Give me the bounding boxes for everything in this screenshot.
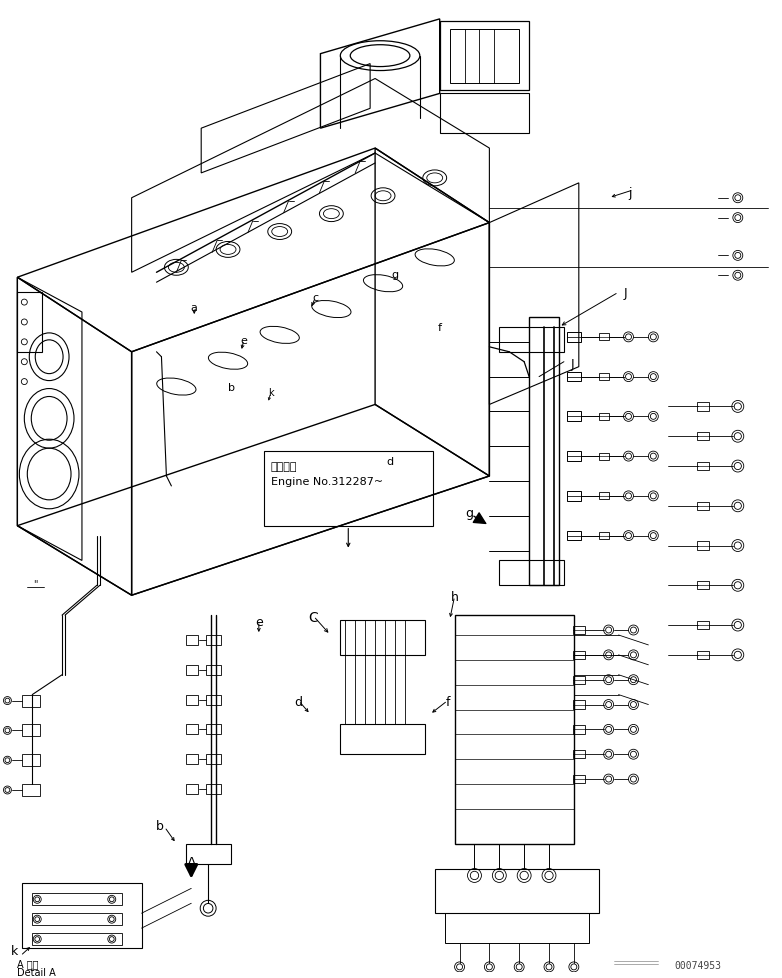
Text: A: A bbox=[187, 855, 196, 868]
Bar bbox=[206, 754, 221, 765]
Bar bbox=[567, 531, 581, 541]
Bar bbox=[340, 620, 425, 655]
Bar bbox=[599, 334, 608, 341]
Bar bbox=[206, 784, 221, 794]
Bar bbox=[697, 542, 709, 551]
Text: d: d bbox=[295, 695, 303, 708]
Bar bbox=[697, 502, 709, 511]
Bar bbox=[697, 651, 709, 659]
Text: Engine No.312287~: Engine No.312287~ bbox=[271, 476, 383, 486]
Text: f: f bbox=[446, 695, 450, 708]
Bar bbox=[573, 776, 585, 783]
Bar bbox=[206, 636, 221, 645]
Bar bbox=[567, 373, 581, 382]
Text: b: b bbox=[156, 819, 163, 832]
Bar bbox=[445, 913, 589, 943]
Text: b: b bbox=[228, 382, 235, 392]
Bar bbox=[567, 333, 581, 342]
Bar bbox=[264, 452, 432, 526]
Text: C: C bbox=[309, 610, 318, 625]
Bar bbox=[435, 868, 599, 913]
Bar bbox=[567, 452, 581, 462]
Bar bbox=[23, 784, 40, 796]
Bar bbox=[186, 725, 198, 734]
Text: g: g bbox=[465, 507, 474, 519]
Text: J: J bbox=[623, 287, 627, 299]
Text: k: k bbox=[268, 387, 274, 397]
Bar bbox=[529, 318, 559, 586]
Bar bbox=[599, 453, 608, 460]
Bar bbox=[573, 626, 585, 635]
Bar bbox=[697, 582, 709, 590]
Bar bbox=[697, 432, 709, 441]
Bar bbox=[17, 292, 42, 352]
Bar bbox=[500, 560, 564, 586]
Bar bbox=[32, 894, 122, 906]
Bar bbox=[23, 883, 142, 948]
Bar bbox=[573, 676, 585, 685]
Bar bbox=[599, 493, 608, 500]
Bar bbox=[599, 533, 608, 540]
Bar bbox=[439, 94, 529, 134]
Bar bbox=[573, 651, 585, 659]
Bar bbox=[697, 621, 709, 630]
Bar bbox=[186, 665, 198, 675]
Bar bbox=[567, 492, 581, 501]
Text: c: c bbox=[313, 292, 318, 303]
Text: a: a bbox=[191, 303, 198, 313]
Text: h: h bbox=[450, 591, 458, 603]
Bar bbox=[32, 913, 122, 925]
Bar bbox=[450, 29, 519, 84]
Text: g: g bbox=[392, 270, 399, 280]
Text: 00074953: 00074953 bbox=[675, 960, 722, 970]
Bar bbox=[186, 844, 231, 864]
Text: f: f bbox=[438, 323, 442, 333]
Bar bbox=[567, 412, 581, 422]
Bar bbox=[439, 22, 529, 91]
Text: ": " bbox=[33, 579, 38, 589]
Text: k: k bbox=[11, 945, 18, 957]
Bar bbox=[573, 750, 585, 759]
Bar bbox=[23, 754, 40, 767]
Text: 適用号機: 適用号機 bbox=[271, 462, 297, 471]
Text: e: e bbox=[241, 335, 247, 345]
Bar bbox=[500, 328, 564, 352]
Text: A 詳細: A 詳細 bbox=[17, 958, 39, 968]
Bar bbox=[206, 695, 221, 705]
Bar bbox=[599, 414, 608, 421]
Bar bbox=[573, 726, 585, 734]
Text: J: J bbox=[571, 357, 575, 371]
Bar bbox=[340, 725, 425, 754]
Bar bbox=[454, 615, 574, 844]
Text: j: j bbox=[629, 187, 632, 200]
Text: Detail A: Detail A bbox=[17, 967, 56, 977]
Bar bbox=[206, 725, 221, 734]
Bar bbox=[573, 700, 585, 709]
Bar bbox=[206, 665, 221, 675]
Bar bbox=[186, 695, 198, 705]
Bar bbox=[599, 374, 608, 380]
Text: d: d bbox=[386, 457, 393, 467]
Bar bbox=[186, 784, 198, 794]
Bar bbox=[32, 933, 122, 945]
Bar bbox=[186, 636, 198, 645]
Bar bbox=[697, 403, 709, 411]
Bar bbox=[23, 725, 40, 736]
Text: e: e bbox=[255, 615, 263, 629]
Bar bbox=[697, 463, 709, 470]
Bar bbox=[186, 754, 198, 765]
Bar bbox=[23, 695, 40, 707]
